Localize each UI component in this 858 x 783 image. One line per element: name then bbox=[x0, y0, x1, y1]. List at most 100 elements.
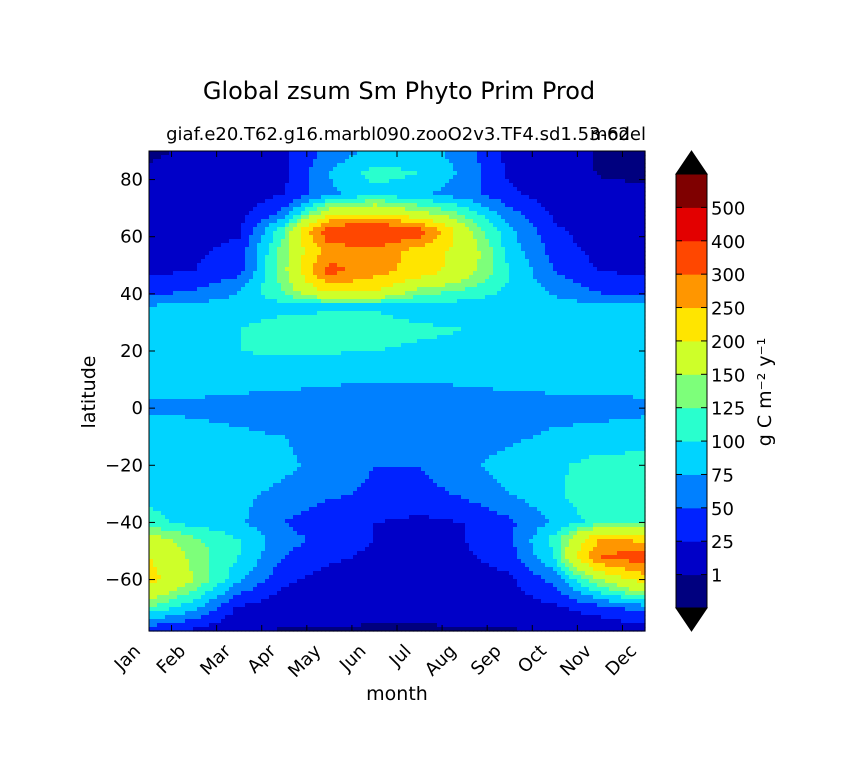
contour-cell bbox=[609, 191, 614, 196]
contour-cell bbox=[625, 291, 630, 296]
contour-cell bbox=[245, 255, 250, 260]
contour-cell bbox=[569, 239, 574, 244]
contour-cell bbox=[553, 255, 558, 260]
contour-cell bbox=[165, 187, 170, 192]
contour-cell bbox=[433, 163, 438, 168]
contour-cell bbox=[149, 215, 154, 220]
contour-cell bbox=[505, 239, 510, 244]
contour-cell bbox=[473, 275, 478, 280]
contour-cell bbox=[617, 207, 622, 212]
contour-cell bbox=[329, 227, 334, 232]
contour-cell bbox=[229, 151, 234, 156]
contour-cell bbox=[441, 307, 446, 312]
contour-cell bbox=[245, 303, 250, 308]
contour-cell bbox=[253, 247, 258, 252]
contour-cell bbox=[549, 283, 554, 288]
contour-cell bbox=[385, 223, 390, 228]
contour-cell bbox=[225, 191, 230, 196]
contour-cell bbox=[529, 219, 534, 224]
contour-cell bbox=[637, 179, 642, 184]
contour-cell bbox=[433, 167, 438, 172]
contour-cell bbox=[593, 243, 598, 248]
contour-cell bbox=[365, 255, 370, 260]
contour-cell bbox=[225, 267, 230, 272]
contour-cell bbox=[417, 223, 422, 228]
contour-cell bbox=[317, 223, 322, 228]
contour-cell bbox=[381, 191, 386, 196]
contour-cell bbox=[233, 163, 238, 168]
contour-cell bbox=[205, 195, 210, 200]
contour-cell bbox=[169, 303, 174, 308]
contour-cell bbox=[605, 163, 610, 168]
contour-cell bbox=[621, 175, 626, 180]
contour-cell bbox=[469, 191, 474, 196]
contour-cell bbox=[265, 239, 270, 244]
contour-cell bbox=[525, 203, 530, 208]
contour-cell bbox=[441, 151, 446, 156]
contour-cell bbox=[393, 267, 398, 272]
contour-cell bbox=[573, 243, 578, 248]
contour-cell bbox=[541, 243, 546, 248]
contour-cell bbox=[557, 231, 562, 236]
contour-cell bbox=[277, 195, 282, 200]
contour-cell bbox=[433, 299, 438, 304]
contour-cell bbox=[477, 187, 482, 192]
contour-cell bbox=[549, 251, 554, 256]
contour-cell bbox=[629, 287, 634, 292]
contour-cell bbox=[461, 263, 466, 268]
contour-cell bbox=[597, 211, 602, 216]
contour-cell bbox=[605, 215, 610, 220]
contour-cell bbox=[153, 195, 158, 200]
contour-cell bbox=[329, 207, 334, 212]
contour-cell bbox=[505, 179, 510, 184]
contour-cell bbox=[637, 171, 642, 176]
contour-cell bbox=[357, 271, 362, 276]
contour-cell bbox=[509, 239, 514, 244]
contour-cell bbox=[569, 307, 574, 312]
contour-cell bbox=[253, 219, 258, 224]
contour-cell bbox=[625, 287, 630, 292]
contour-cell bbox=[233, 287, 238, 292]
contour-cell bbox=[197, 207, 202, 212]
contour-cell bbox=[493, 219, 498, 224]
contour-cell bbox=[237, 211, 242, 216]
contour-cell bbox=[333, 291, 338, 296]
contour-cell bbox=[473, 231, 478, 236]
contour-cell bbox=[549, 199, 554, 204]
contour-cell bbox=[361, 283, 366, 288]
contour-cell bbox=[497, 163, 502, 168]
contour-cell bbox=[397, 191, 402, 196]
contour-cell bbox=[281, 231, 286, 236]
contour-cell bbox=[397, 259, 402, 264]
contour-cell bbox=[377, 215, 382, 220]
contour-cell bbox=[165, 191, 170, 196]
contour-cell bbox=[465, 171, 470, 176]
contour-cell bbox=[201, 287, 206, 292]
contour-cell bbox=[421, 295, 426, 300]
contour-cell bbox=[381, 151, 386, 156]
contour-cell bbox=[601, 207, 606, 212]
contour-cell bbox=[165, 307, 170, 312]
contour-cell bbox=[421, 223, 426, 228]
contour-cell bbox=[489, 179, 494, 184]
contour-cell bbox=[473, 299, 478, 304]
contour-cell bbox=[381, 183, 386, 188]
contour-cell bbox=[369, 295, 374, 300]
contour-cell bbox=[581, 183, 586, 188]
contour-cell bbox=[285, 227, 290, 232]
contour-cell bbox=[633, 203, 638, 208]
contour-cell bbox=[345, 283, 350, 288]
contour-cell bbox=[413, 267, 418, 272]
contour-cell bbox=[393, 183, 398, 188]
contour-cell bbox=[353, 183, 358, 188]
contour-cell bbox=[461, 251, 466, 256]
contour-cell bbox=[341, 279, 346, 284]
contour-cell bbox=[497, 259, 502, 264]
contour-cell bbox=[589, 199, 594, 204]
contour-cell bbox=[233, 295, 238, 300]
contour-cell bbox=[553, 211, 558, 216]
contour-cell bbox=[497, 227, 502, 232]
contour-cell bbox=[409, 207, 414, 212]
contour-cell bbox=[561, 159, 566, 164]
contour-cell bbox=[293, 183, 298, 188]
